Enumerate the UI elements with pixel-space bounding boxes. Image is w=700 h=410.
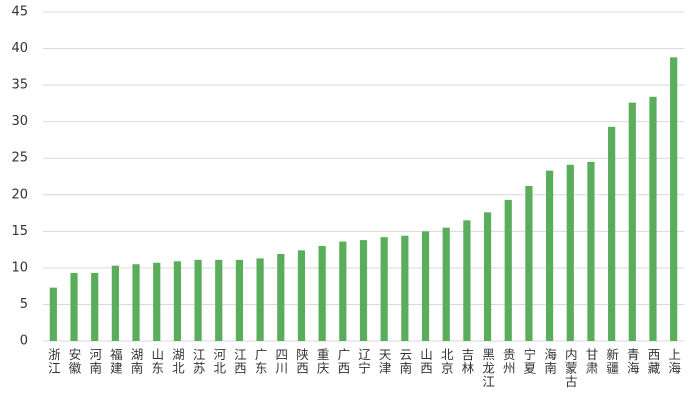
- x-tick-label: 上海: [666, 348, 681, 375]
- y-tick-label: 35: [11, 78, 28, 93]
- bar: [235, 259, 244, 341]
- bar: [91, 273, 99, 341]
- x-tick-label: 浙江: [46, 347, 61, 375]
- y-tick-label: 5: [20, 297, 28, 312]
- y-tick-label: 40: [11, 41, 28, 56]
- x-tick-label: 湖南: [129, 347, 144, 375]
- bar: [463, 220, 471, 341]
- x-tick-label: 河南: [87, 348, 102, 375]
- bar: [525, 186, 533, 341]
- bar: [649, 96, 657, 341]
- x-tick-label: 广东: [253, 348, 268, 375]
- x-tick-label: 甘肃: [583, 348, 598, 375]
- bar: [318, 245, 326, 341]
- bar: [49, 287, 57, 341]
- bar: [483, 212, 492, 341]
- x-tick-label: 山西: [418, 348, 433, 375]
- y-tick-label: 25: [11, 151, 28, 166]
- bar: [132, 264, 140, 341]
- bar: [380, 237, 388, 341]
- bar: [670, 57, 678, 341]
- x-tick-label: 海南: [542, 347, 557, 375]
- bar: [545, 170, 554, 341]
- bar: [215, 259, 223, 341]
- x-tick-label: 宁夏: [521, 347, 536, 375]
- x-tick-label: 四川: [273, 348, 288, 375]
- x-tick-label: 辽宁: [356, 348, 371, 375]
- x-tick-label: 福建: [108, 347, 123, 375]
- x-tick-label: 安徽: [67, 347, 82, 375]
- y-tick-label: 0: [20, 334, 28, 349]
- bar: [421, 231, 430, 341]
- x-tick-label: 北京: [439, 348, 454, 375]
- x-tick-label: 云南: [397, 348, 412, 375]
- bar: [153, 262, 161, 341]
- bar: [339, 241, 347, 341]
- bar: [566, 164, 574, 341]
- bar: [277, 253, 285, 341]
- x-tick-label: 山东: [149, 348, 164, 375]
- x-tick-label: 黑龙江: [480, 348, 495, 389]
- x-tick-label: 江西: [232, 348, 247, 375]
- x-tick-label: 西藏: [645, 348, 660, 375]
- bar: [442, 227, 450, 341]
- x-tick-label: 内蒙古: [563, 348, 578, 389]
- y-tick-label: 45: [11, 5, 28, 20]
- bar: [194, 259, 202, 341]
- bar: [628, 102, 636, 341]
- x-tick-label: 河北: [211, 348, 226, 375]
- bar: [359, 240, 368, 341]
- bar: [587, 161, 595, 341]
- bar: [504, 199, 512, 341]
- x-tick-label: 吉林: [459, 348, 474, 375]
- bar: [401, 235, 409, 341]
- x-tick-label: 天津: [377, 348, 392, 375]
- bar: [256, 258, 264, 341]
- bar: [173, 261, 182, 341]
- bar: [70, 273, 78, 341]
- y-tick-label: 15: [11, 224, 28, 239]
- x-tick-label: 湖北: [170, 347, 185, 375]
- x-tick-label: 重庆: [315, 347, 330, 375]
- y-tick-label: 30: [11, 114, 28, 129]
- x-tick-label: 青海: [625, 348, 640, 375]
- y-tick-label: 20: [11, 187, 28, 202]
- bar: [297, 250, 306, 341]
- x-tick-label: 贵州: [501, 348, 516, 375]
- x-tick-label: 广西: [335, 348, 350, 375]
- y-tick-label: 10: [11, 260, 28, 275]
- bar: [111, 265, 119, 341]
- bar: [608, 126, 616, 341]
- x-tick-label: 新疆: [604, 347, 619, 375]
- x-tick-label: 陕西: [294, 347, 309, 375]
- x-tick-label: 江苏: [191, 348, 206, 375]
